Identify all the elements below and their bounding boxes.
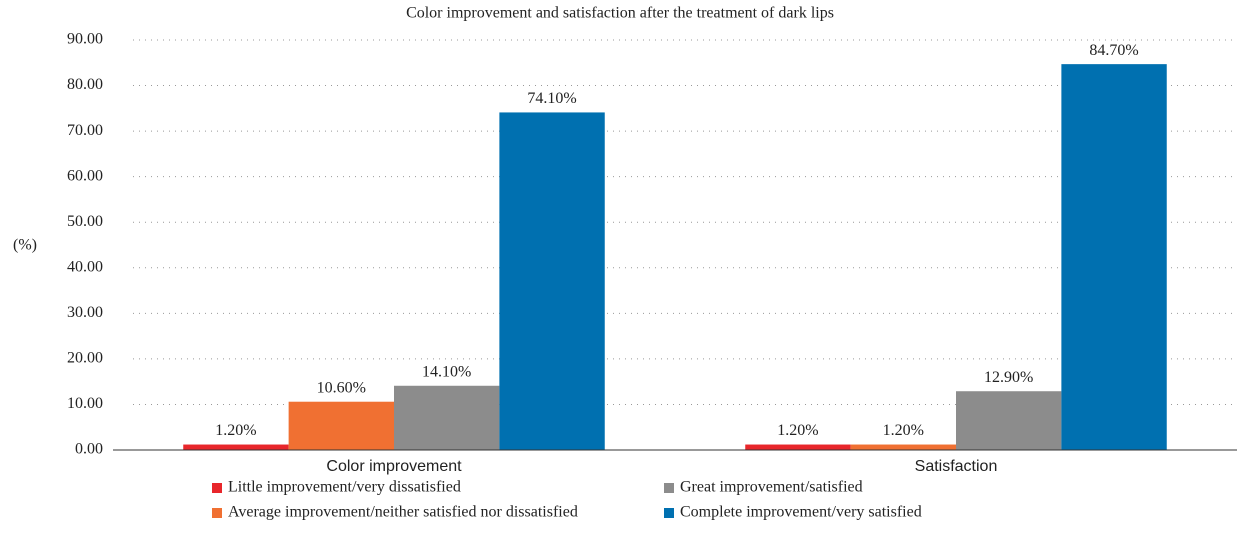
- value-label: 1.20%: [777, 422, 818, 439]
- legend-swatch: [664, 508, 674, 518]
- legend-swatch: [212, 508, 222, 518]
- y-tick-label: 70.00: [67, 122, 103, 139]
- y-tick-label: 30.00: [67, 304, 103, 321]
- value-label: 1.20%: [215, 422, 256, 439]
- bar: [183, 444, 289, 450]
- y-tick-label: 0.00: [75, 441, 103, 458]
- value-label: 74.10%: [527, 90, 576, 107]
- bar: [499, 112, 605, 450]
- bar: [288, 401, 394, 450]
- y-tick-label: 80.00: [67, 76, 103, 93]
- legend-label: Great improvement/satisfied: [680, 479, 863, 496]
- y-tick-label: 50.00: [67, 213, 103, 230]
- bar: [1061, 64, 1167, 451]
- legend-swatch: [664, 483, 674, 493]
- chart-title: Color improvement and satisfaction after…: [406, 5, 834, 22]
- bar: [850, 444, 956, 450]
- value-label: 1.20%: [883, 422, 924, 439]
- bar: [745, 444, 851, 450]
- legend-swatch: [212, 483, 222, 493]
- x-tick-label: Satisfaction: [915, 458, 998, 475]
- y-tick-label: 90.00: [67, 31, 103, 48]
- value-label: 14.10%: [422, 363, 471, 380]
- value-label: 84.70%: [1089, 42, 1138, 59]
- y-tick-label: 60.00: [67, 167, 103, 184]
- value-label: 10.60%: [317, 379, 366, 396]
- legend-label: Complete improvement/very satisfied: [680, 504, 922, 521]
- legend-label: Little improvement/very dissatisfied: [228, 479, 461, 496]
- y-axis-label: (%): [13, 237, 37, 254]
- x-tick-label: Color improvement: [326, 458, 462, 475]
- y-tick-label: 20.00: [67, 350, 103, 367]
- bar: [394, 385, 500, 450]
- y-tick-label: 10.00: [67, 395, 103, 412]
- legend-label: Average improvement/neither satisfied no…: [228, 504, 578, 521]
- y-tick-label: 40.00: [67, 258, 103, 275]
- value-label: 12.90%: [984, 369, 1033, 386]
- bar: [956, 391, 1062, 450]
